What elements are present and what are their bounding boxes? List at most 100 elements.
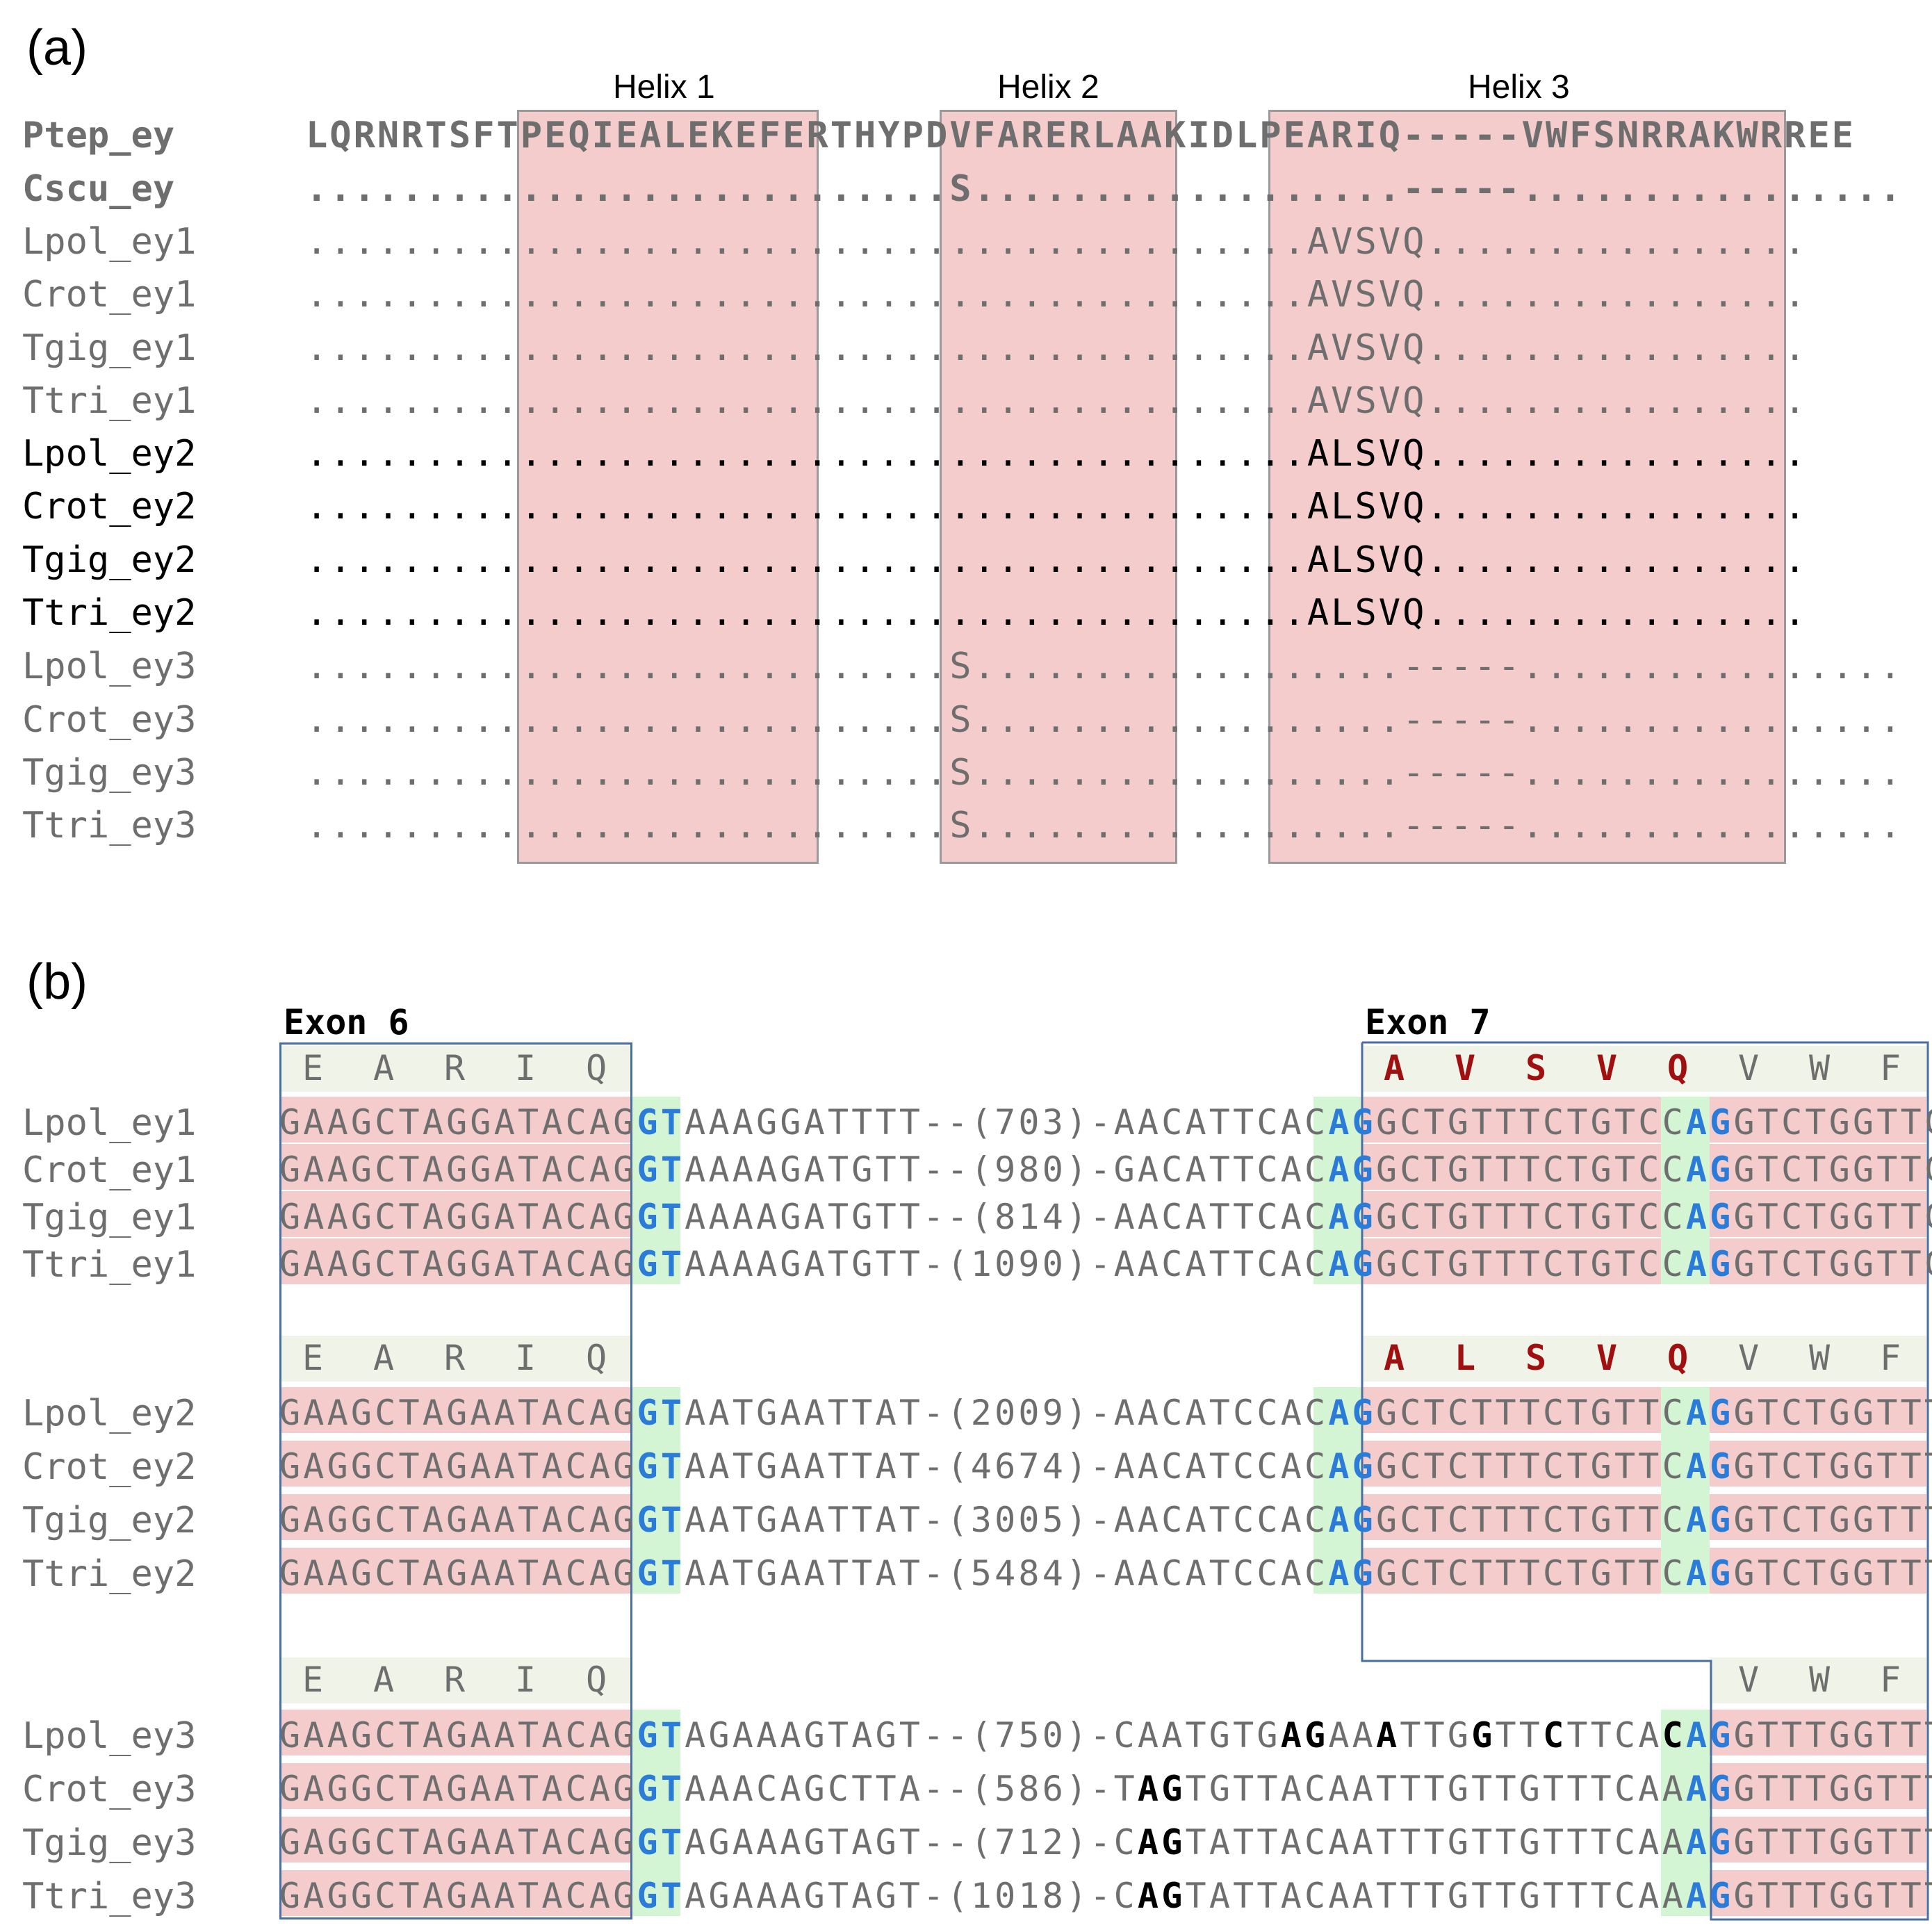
sequence-row: ...........................S............… xyxy=(306,805,1904,846)
aa-letter: L xyxy=(1454,1338,1476,1378)
sequence-name: Lpol_ey2 xyxy=(22,433,197,475)
sequence-row: ........................................… xyxy=(306,380,1808,422)
aa-letter: F xyxy=(1879,1048,1901,1088)
sequence-name: Lpol_ey1 xyxy=(22,221,197,263)
aa-letter: A xyxy=(1383,1338,1405,1378)
exon-6-label: Exon 6 xyxy=(284,1002,409,1042)
aa-band xyxy=(279,1046,630,1092)
sequence-row: ........................................… xyxy=(306,592,1808,634)
aa-letter: R xyxy=(443,1048,466,1088)
aa-band xyxy=(1362,1046,1926,1092)
nucleotide-row: GAAGCTAGAATACAGGTAATGAATTAT-(2009)-AACAT… xyxy=(279,1393,1932,1433)
sequence-name: Crot_ey2 xyxy=(22,486,197,527)
aa-letter: A xyxy=(373,1660,395,1700)
exon-6-box xyxy=(279,1042,632,1919)
nucleotide-row: GAAGCTAGGATACAGGTAAAGGATTTT--(703)-AACAT… xyxy=(279,1102,1932,1143)
aa-letter: F xyxy=(1879,1338,1901,1378)
sequence-row: ...........................S............… xyxy=(306,646,1904,687)
helix-3-label: Helix 3 xyxy=(1468,69,1570,106)
helix-2-label: Helix 2 xyxy=(997,69,1099,106)
aa-letter: A xyxy=(1383,1048,1405,1088)
helix-3-box xyxy=(1268,110,1786,864)
sequence-row: ........................................… xyxy=(306,486,1808,527)
sequence-name: Lpol_ey3 xyxy=(22,1715,197,1757)
aa-letter: I xyxy=(514,1660,537,1700)
sequence-row: ........................................… xyxy=(306,539,1808,581)
sequence-row: ...........................S............… xyxy=(306,168,1904,210)
sequence-row: ........................................… xyxy=(306,327,1808,369)
aa-letter: S xyxy=(1525,1338,1547,1378)
aa-letter: V xyxy=(1596,1338,1618,1378)
sequence-name: Cscu_ey xyxy=(22,168,175,210)
nucleotide-row: GAGGCTAGAATACAGGTAGAAAGTAGT-(1018)-CAGTA… xyxy=(279,1876,1932,1916)
sequence-name: Tgig_ey3 xyxy=(22,752,197,794)
sequence-row: LQRNRTSFTPEQIEALEKEFERTHYPDVFARERLAAKIDL… xyxy=(306,115,1856,156)
nucleotide-row: GAGGCTAGAATACAGGTAAACAGCTTA--(586)-TAGTG… xyxy=(279,1769,1932,1809)
sequence-name: Lpol_ey3 xyxy=(22,646,197,687)
sequence-name: Ptep_ey xyxy=(22,115,175,156)
aa-letter: S xyxy=(1525,1048,1547,1088)
aa-letter: Q xyxy=(585,1048,607,1088)
aa-letter: Q xyxy=(1667,1338,1689,1378)
aa-letter: I xyxy=(514,1048,537,1088)
sequence-name: Crot_ey1 xyxy=(22,274,197,316)
aa-band xyxy=(279,1336,630,1382)
aa-letter: W xyxy=(1808,1660,1831,1700)
sequence-name: Crot_ey1 xyxy=(22,1149,197,1191)
sequence-row: ........................................… xyxy=(306,221,1808,263)
sequence-name: Tgig_ey2 xyxy=(22,1500,197,1541)
aa-letter: R xyxy=(443,1660,466,1700)
nucleotide-row: GAAGCTAGGATACAGGTAAAAGATGTT--(980)-GACAT… xyxy=(279,1149,1932,1190)
aa-letter: E xyxy=(302,1338,324,1378)
aa-letter: E xyxy=(302,1048,324,1088)
sequence-name: Tgig_ey1 xyxy=(22,327,197,369)
panel-b-label: (b) xyxy=(26,954,88,1010)
aa-letter: A xyxy=(373,1048,395,1088)
sequence-name: Crot_ey2 xyxy=(22,1446,197,1488)
helix-1-box xyxy=(517,110,819,864)
nucleotide-row: GAAGCTAGGATACAGGTAAAAGATGTT-(1090)-AACAT… xyxy=(279,1244,1932,1284)
aa-letter: W xyxy=(1808,1048,1831,1088)
sequence-name: Ttri_ey3 xyxy=(22,805,197,846)
aa-letter: Q xyxy=(1667,1048,1689,1088)
sequence-name: Ttri_ey3 xyxy=(22,1876,197,1917)
exon-7-label: Exon 7 xyxy=(1365,1002,1491,1042)
aa-letter: E xyxy=(302,1660,324,1700)
aa-band xyxy=(279,1657,630,1703)
aa-band xyxy=(1362,1336,1926,1382)
sequence-name: Ttri_ey2 xyxy=(22,592,197,634)
sequence-name: Ttri_ey2 xyxy=(22,1553,197,1595)
nucleotide-row: GAAGCTAGGATACAGGTAAAAGATGTT--(814)-AACAT… xyxy=(279,1197,1932,1237)
nucleotide-row: GAGGCTAGAATACAGGTAGAAAGTAGT--(712)-CAGTA… xyxy=(279,1822,1932,1863)
sequence-name: Lpol_ey2 xyxy=(22,1393,197,1434)
aa-letter: Q xyxy=(585,1338,607,1378)
sequence-name: Ttri_ey1 xyxy=(22,380,197,422)
sequence-name: Tgig_ey2 xyxy=(22,539,197,581)
sequence-name: Crot_ey3 xyxy=(22,1769,197,1810)
sequence-row: ...........................S............… xyxy=(306,752,1904,794)
aa-band xyxy=(1710,1657,1926,1703)
nucleotide-row: GAAGCTAGAATACAGGTAGAAAGTAGT--(750)-CAATG… xyxy=(279,1715,1932,1755)
aa-letter: V xyxy=(1737,1048,1760,1088)
aa-letter: V xyxy=(1454,1048,1476,1088)
sequence-name: Tgig_ey1 xyxy=(22,1197,197,1238)
sequence-name: Ttri_ey1 xyxy=(22,1244,197,1286)
sequence-name: Tgig_ey3 xyxy=(22,1822,197,1864)
helix-2-box xyxy=(940,110,1177,864)
aa-letter: Q xyxy=(585,1660,607,1700)
sequence-name: Lpol_ey1 xyxy=(22,1102,197,1144)
nucleotide-row: GAGGCTAGAATACAGGTAATGAATTAT-(3005)-AACAT… xyxy=(279,1500,1932,1540)
sequence-row: ........................................… xyxy=(306,433,1808,475)
helix-1-label: Helix 1 xyxy=(613,69,715,106)
aa-letter: I xyxy=(514,1338,537,1378)
sequence-row: ........................................… xyxy=(306,274,1808,316)
sequence-row: ...........................S............… xyxy=(306,699,1904,741)
aa-letter: W xyxy=(1808,1338,1831,1378)
sequence-name: Crot_ey3 xyxy=(22,699,197,741)
nucleotide-row: GAAGCTAGAATACAGGTAATGAATTAT-(5484)-AACAT… xyxy=(279,1553,1932,1594)
aa-letter: F xyxy=(1879,1660,1901,1700)
nucleotide-row: GAGGCTAGAATACAGGTAATGAATTAT-(4674)-AACAT… xyxy=(279,1446,1932,1487)
aa-letter: V xyxy=(1596,1048,1618,1088)
panel-a-label: (a) xyxy=(26,20,88,76)
